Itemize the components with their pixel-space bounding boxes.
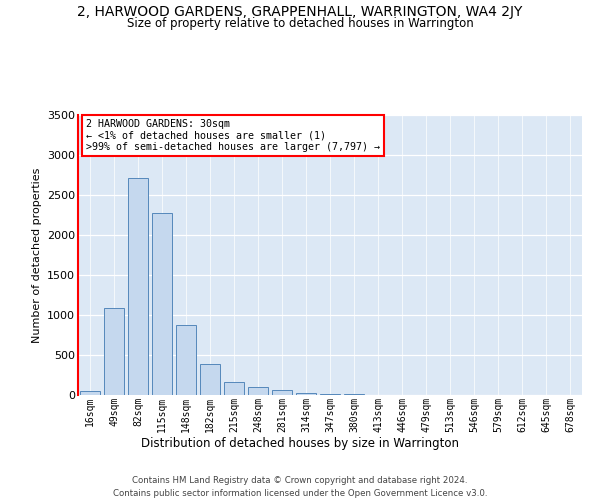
Text: 2 HARWOOD GARDENS: 30sqm
← <1% of detached houses are smaller (1)
>99% of semi-d: 2 HARWOOD GARDENS: 30sqm ← <1% of detach… [86,119,380,152]
Bar [344,394,364,395]
Bar [272,390,292,395]
Text: Contains public sector information licensed under the Open Government Licence v3: Contains public sector information licen… [113,489,487,498]
Y-axis label: Number of detached properties: Number of detached properties [32,168,41,342]
Text: Distribution of detached houses by size in Warrington: Distribution of detached houses by size … [141,438,459,450]
Bar [128,178,148,395]
Bar [152,212,172,395]
Bar [296,392,316,395]
Text: 2, HARWOOD GARDENS, GRAPPENHALL, WARRINGTON, WA4 2JY: 2, HARWOOD GARDENS, GRAPPENHALL, WARRING… [77,5,523,19]
Bar [80,391,100,395]
Bar [320,394,340,395]
Bar [200,364,220,395]
Text: Size of property relative to detached houses in Warrington: Size of property relative to detached ho… [127,18,473,30]
Bar [104,308,124,395]
Bar [224,382,244,395]
Bar [248,387,268,395]
Text: Contains HM Land Registry data © Crown copyright and database right 2024.: Contains HM Land Registry data © Crown c… [132,476,468,485]
Bar [176,326,196,395]
